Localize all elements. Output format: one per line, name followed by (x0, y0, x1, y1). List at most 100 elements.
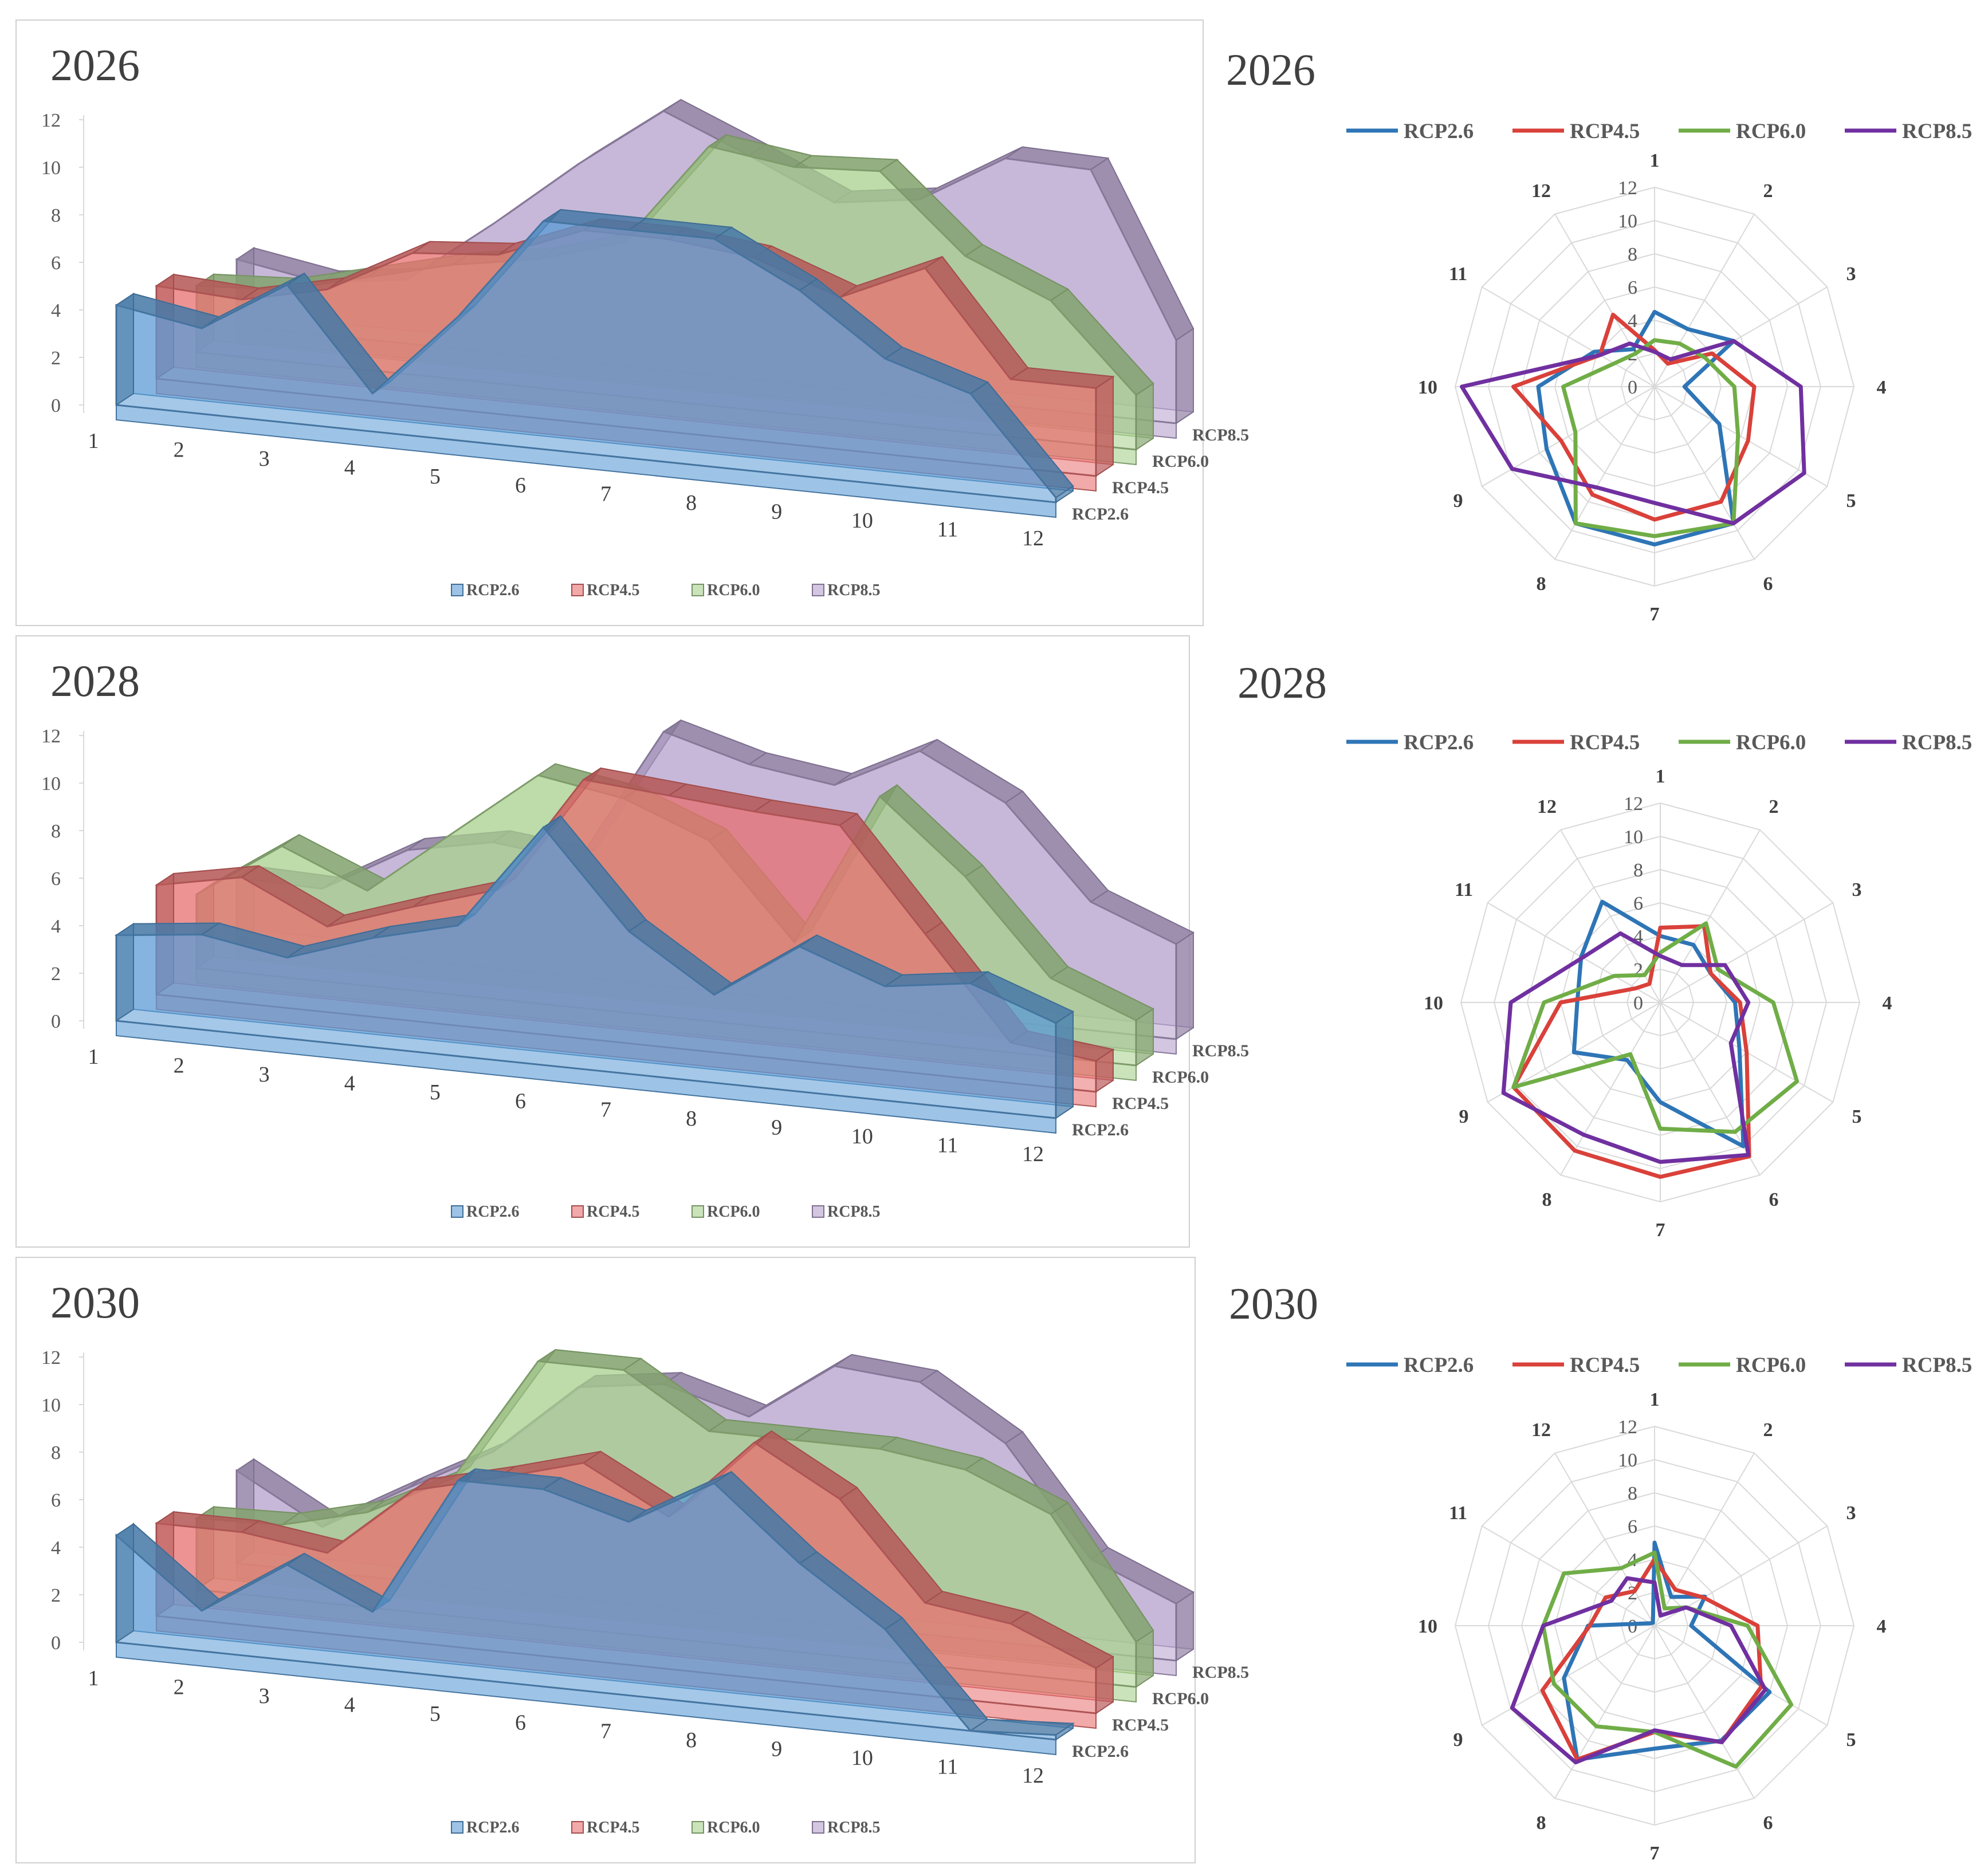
legend-label: RCP4.5 (587, 1819, 640, 1836)
radar-chart-2026: 2026 RCP2.6 RCP4.5 RCP6.0 RCP8.5 0 2 4 6 8 10 12 12 3… (1226, 45, 1972, 625)
x-tick-label: 4 (344, 1693, 355, 1717)
x-tick-label: 2 (174, 1053, 184, 1077)
legend-label: RCP6.0 (1736, 731, 1806, 754)
radar-spoke (1487, 902, 1661, 1003)
spoke-label: 5 (1846, 490, 1856, 512)
spoke-label: 6 (1763, 1812, 1773, 1834)
radar-spoke (1554, 386, 1655, 560)
radar-spoke (1482, 286, 1655, 387)
radial-tick-label: 6 (1633, 893, 1643, 914)
legend-swatch (812, 1205, 824, 1218)
series-end-cap (1176, 327, 1194, 424)
legend-label: RCP6.0 (1736, 1354, 1806, 1377)
legend-label: RCP6.0 (1736, 120, 1806, 143)
radial-tick-label: 0 (1628, 377, 1637, 398)
radial-tick-label: 0 (1633, 993, 1643, 1014)
x-tick-label: 7 (600, 1720, 611, 1744)
spoke-label: 11 (1449, 1503, 1467, 1524)
x-tick-label: 5 (430, 1702, 441, 1726)
radial-tick-label: 0 (1628, 1616, 1637, 1637)
series-end-cap (1136, 1629, 1154, 1688)
x-tick-label: 9 (771, 1737, 782, 1761)
legend-label: RCP2.6 (466, 581, 520, 599)
legend-label: RCP8.5 (1902, 120, 1972, 143)
series-end-cap (1095, 1655, 1114, 1714)
x-tick-label: 12 (1022, 1142, 1044, 1166)
radar-spoke (1654, 386, 1755, 560)
radar-series-RCP8.5 (1501, 931, 1751, 1164)
legend-swatch (451, 1205, 463, 1218)
y-tick-label: 12 (41, 110, 61, 131)
depth-axis-label: RCP4.5 (1112, 478, 1169, 497)
x-tick-label: 3 (259, 447, 270, 471)
legend-label: RCP8.5 (827, 1819, 881, 1836)
legend-label: RCP4.5 (1570, 120, 1640, 143)
radial-tick-label: 10 (1618, 211, 1637, 232)
series-end-cap (1095, 375, 1114, 477)
series-end-cap (1176, 1591, 1194, 1662)
legend-label: RCP2.6 (1404, 120, 1474, 143)
radar-spoke (1660, 829, 1761, 1003)
spoke-label: 2 (1763, 180, 1773, 202)
spoke-label: 7 (1656, 1220, 1665, 1241)
x-tick-label: 6 (515, 1089, 526, 1113)
x-tick-label: 10 (851, 1746, 873, 1770)
series-end-cap (116, 292, 134, 406)
radar-spoke (1554, 1453, 1655, 1626)
radial-tick-label: 4 (1628, 310, 1637, 332)
spoke-label: 10 (1418, 377, 1437, 398)
y-tick-label: 10 (41, 1395, 61, 1416)
x-tick-label: 5 (430, 1080, 441, 1104)
y-tick-label: 4 (51, 1537, 61, 1559)
y-tick-label: 4 (51, 916, 61, 937)
x-tick-label: 1 (88, 1045, 99, 1069)
spoke-label: 2 (1769, 796, 1779, 817)
x-tick-label: 12 (1022, 526, 1044, 550)
y-tick-label: 2 (51, 348, 61, 369)
depth-axis-label: RCP2.6 (1072, 1742, 1129, 1761)
y-tick-label: 12 (41, 726, 61, 747)
y-tick-label: 8 (51, 205, 61, 226)
radar-series-RCP4.5 (1511, 924, 1751, 1179)
x-tick-label: 12 (1022, 1764, 1044, 1788)
depth-axis-label: RCP8.5 (1192, 426, 1249, 445)
legend-swatch (812, 1821, 824, 1834)
legend-swatch (451, 584, 463, 596)
y-tick-label: 2 (51, 963, 61, 985)
radar-spoke (1482, 1525, 1655, 1626)
spoke-label: 8 (1537, 573, 1546, 595)
radial-tick-label: 12 (1618, 1417, 1637, 1438)
x-tick-label: 11 (937, 1134, 958, 1158)
legend-swatch (692, 584, 704, 596)
legend-swatch (692, 1205, 704, 1218)
radial-tick-label: 8 (1628, 1483, 1637, 1504)
series-end-cap (116, 922, 134, 1022)
y-tick-label: 6 (51, 253, 61, 274)
radar-spoke (1654, 386, 1828, 487)
spoke-label: 12 (1537, 796, 1557, 817)
legend-swatch (692, 1821, 704, 1834)
legend-label: RCP4.5 (1570, 731, 1640, 754)
radar-spoke (1554, 1625, 1655, 1799)
spoke-label: 7 (1650, 604, 1660, 625)
legend-label: RCP8.5 (1902, 1354, 1972, 1377)
depth-axis-label: RCP6.0 (1152, 1689, 1209, 1708)
spoke-label: 8 (1542, 1189, 1552, 1210)
spoke-label: 6 (1763, 573, 1773, 595)
series-end-cap (1055, 1010, 1074, 1119)
chart-title: 2030 (50, 1277, 140, 1327)
spoke-label: 1 (1650, 1389, 1660, 1410)
spoke-label: 9 (1459, 1106, 1469, 1127)
series-RCP2.6: RCP2.6 (115, 209, 1129, 524)
chart-title: 2026 (50, 40, 140, 90)
series-end-cap (1095, 1048, 1114, 1093)
x-tick-label: 8 (686, 1728, 697, 1752)
radar-spoke (1654, 1625, 1755, 1799)
x-tick-label: 4 (344, 455, 355, 479)
y-tick-label: 6 (51, 1490, 61, 1511)
spoke-label: 3 (1846, 264, 1856, 285)
depth-axis-label: RCP6.0 (1152, 1068, 1209, 1087)
